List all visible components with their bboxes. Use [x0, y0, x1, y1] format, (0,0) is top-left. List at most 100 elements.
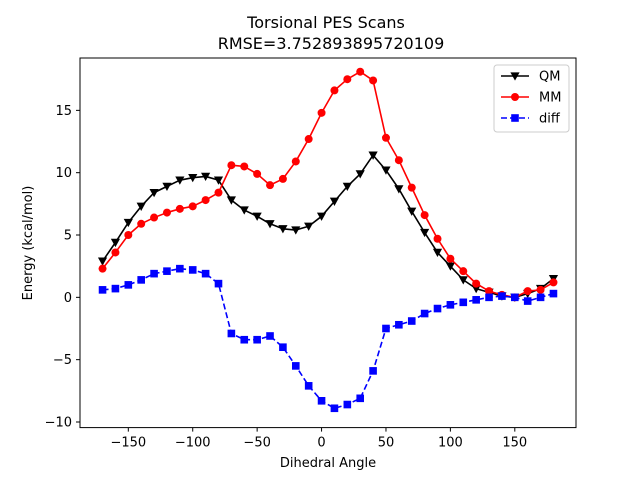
data-point-mm [356, 67, 365, 76]
data-point-qm [252, 212, 262, 221]
data-point-mm [227, 161, 236, 170]
y-tick-label: 10 [55, 166, 72, 181]
data-point-qm [188, 173, 198, 183]
data-point-qm [381, 166, 391, 175]
data-point-diff [176, 264, 184, 273]
data-point-qm [304, 222, 314, 231]
y-axis-label: Energy (kcal/mol) [21, 186, 36, 301]
data-point-mm [459, 267, 468, 276]
data-point-mm [330, 86, 339, 95]
data-point-mm [278, 174, 287, 183]
data-point-mm [407, 183, 416, 192]
data-point-diff [485, 293, 493, 302]
legend-label-mm: MM [539, 91, 561, 106]
data-point-mm [162, 208, 171, 217]
x-axis-ticks: −150 −100 −50 0 50 100 150 [110, 427, 527, 451]
data-point-qm [110, 238, 121, 248]
x-tick-label: 100 [438, 436, 463, 451]
data-point-diff [111, 284, 120, 293]
y-tick-label: 15 [55, 104, 72, 119]
data-point-diff [266, 332, 274, 340]
data-point-qm [342, 182, 352, 191]
data-point-mm [381, 133, 390, 142]
x-tick-label: −100 [175, 436, 211, 451]
y-tick-label: −10 [45, 415, 72, 430]
data-point-diff [536, 293, 545, 302]
data-point-diff [188, 266, 197, 274]
data-point-qm [471, 284, 481, 294]
x-tick-label: −150 [110, 436, 146, 451]
data-point-mm [472, 279, 481, 288]
data-point-qm [368, 151, 378, 160]
data-point-mm [343, 75, 352, 84]
data-point-diff [472, 296, 480, 304]
data-point-mm [394, 156, 403, 165]
data-point-qm [265, 220, 275, 229]
data-point-diff [150, 269, 158, 278]
data-point-mm [420, 211, 429, 220]
data-point-diff [137, 276, 145, 284]
data-point-diff [382, 324, 390, 333]
data-point-diff [356, 394, 365, 403]
data-point-mm [240, 162, 249, 171]
data-point-diff [523, 297, 532, 305]
data-point-qm [445, 262, 455, 271]
data-point-qm [123, 218, 133, 228]
data-point-qm [394, 185, 404, 194]
y-tick-label: −5 [53, 353, 72, 368]
x-axis-label: Dihedral Angle [280, 456, 376, 471]
data-point-diff [433, 304, 442, 313]
data-point-diff [291, 362, 300, 370]
data-point-diff [253, 335, 261, 344]
plot-area [97, 67, 559, 413]
data-point-mm [214, 188, 223, 197]
data-point-qm [201, 172, 211, 182]
data-point-diff [317, 396, 326, 405]
data-point-qm [149, 188, 159, 198]
data-point-qm [291, 226, 301, 235]
data-point-diff [214, 279, 223, 288]
data-point-mm [188, 202, 197, 211]
data-point-diff [201, 269, 210, 278]
series-diff [98, 264, 558, 413]
data-point-qm [97, 257, 108, 266]
data-point-mm [317, 108, 326, 117]
data-point-diff [549, 289, 558, 298]
legend-marker-qm [510, 72, 520, 81]
data-point-qm [213, 176, 224, 185]
x-tick-label: 50 [378, 436, 395, 451]
data-point-diff [395, 320, 403, 329]
data-point-qm [239, 206, 249, 215]
data-point-mm [304, 135, 313, 144]
data-point-qm [316, 212, 327, 221]
data-point-diff [369, 367, 377, 375]
data-point-qm [420, 228, 430, 238]
data-point-mm [549, 278, 558, 287]
data-point-diff [240, 335, 249, 344]
data-point-mm [175, 204, 184, 213]
y-tick-label: 0 [64, 291, 72, 306]
data-point-diff [498, 292, 506, 300]
data-point-mm [266, 181, 275, 190]
data-point-diff [330, 404, 339, 413]
data-point-diff [304, 382, 313, 390]
data-point-qm [136, 202, 146, 211]
data-point-mm [98, 264, 107, 273]
x-tick-label: 150 [502, 436, 527, 451]
data-point-qm [175, 176, 185, 185]
data-point-mm [369, 76, 378, 85]
chart-subtitle: RMSE=3.752893895720109 [218, 34, 445, 53]
data-point-diff [279, 343, 287, 351]
data-point-qm [162, 182, 172, 191]
x-tick-label: −50 [243, 436, 270, 451]
data-point-qm [407, 207, 417, 216]
data-point-mm [201, 196, 210, 205]
data-point-diff [98, 286, 107, 294]
legend-label-diff: diff [539, 112, 561, 127]
data-point-mm [523, 287, 532, 296]
data-point-diff [511, 293, 519, 302]
y-axis-ticks: −10 −5 0 5 10 15 [45, 104, 80, 430]
data-point-diff [420, 309, 429, 318]
data-point-diff [163, 267, 171, 275]
